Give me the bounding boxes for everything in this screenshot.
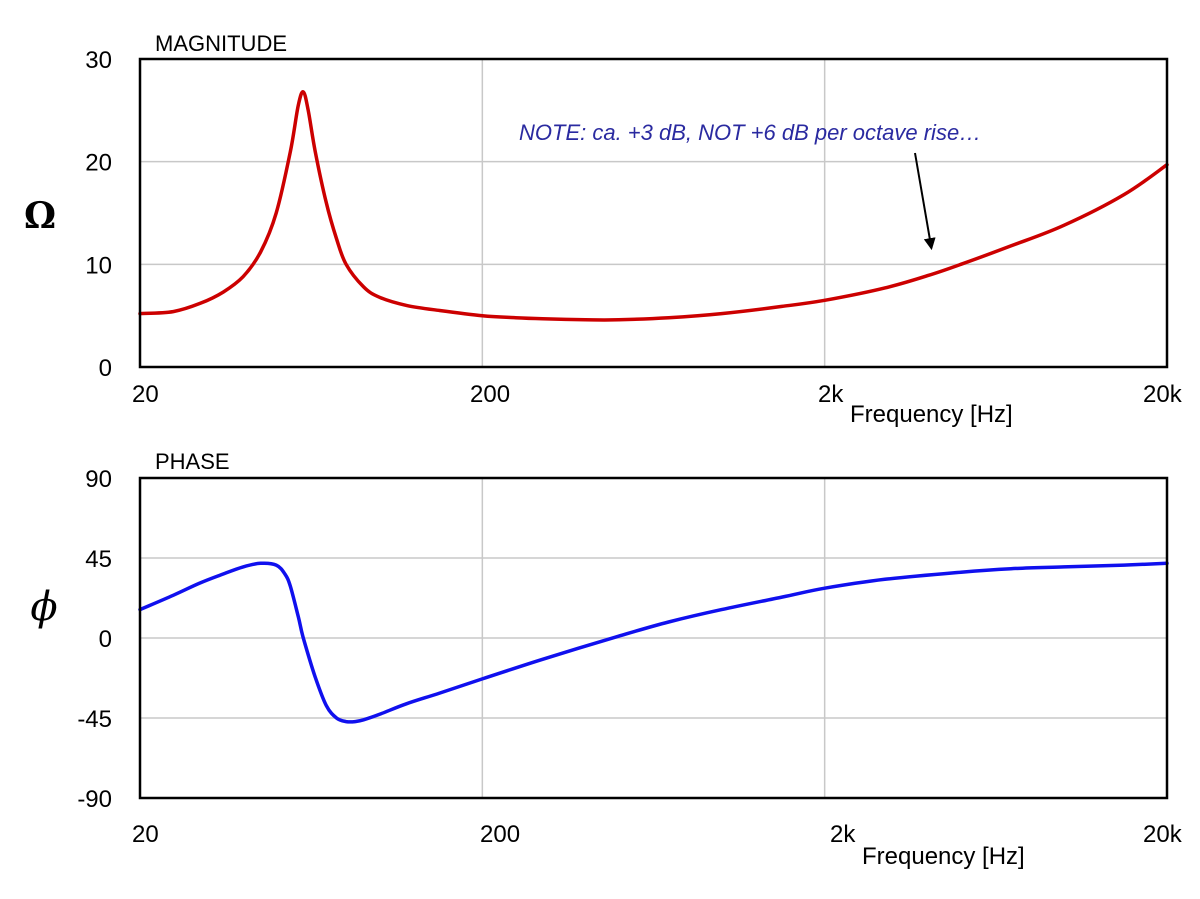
phase-ylabel: ϕ — [30, 584, 57, 630]
phase-title: PHASE — [155, 449, 230, 474]
magnitude-frame — [138, 57, 1169, 369]
phase-xtick-label: 20k — [1143, 821, 1183, 848]
phase-ytick-label: 0 — [99, 626, 112, 653]
phase-xtick-label: 20 — [132, 821, 159, 848]
phase-xtick-label: 200 — [480, 821, 520, 848]
magnitude-title: MAGNITUDE — [155, 31, 287, 56]
phase-ytick-label: -90 — [77, 786, 112, 813]
mag-xtick-label: 200 — [470, 381, 510, 408]
magnitude-note: NOTE: ca. +3 dB, NOT +6 dB per octave ri… — [519, 120, 981, 145]
phase-frame — [138, 476, 1169, 800]
magnitude-ylabel: Ω — [24, 195, 56, 237]
mag-ytick-label: 30 — [85, 47, 112, 74]
mag-xtick-label: 20k — [1143, 381, 1183, 408]
mag-xtick-label: 20 — [132, 381, 159, 408]
magnitude-note-arrow — [914, 152, 936, 251]
phase-ytick-label: 90 — [85, 466, 112, 493]
mag-xtick-label: 2k — [818, 381, 844, 408]
phase-grid — [140, 478, 1167, 798]
phase-series — [138, 561, 1169, 724]
phase-ytick-labels: -90 -45 0 45 90 — [77, 466, 112, 813]
phase-panel: PHASE -90 -45 0 45 90 20 200 2k 20k ϕ Frequency… — [30, 449, 1182, 870]
magnitude-panel: MAGNITUDE 0 10 20 30 20 200 2k 20k Ω Frequency… — [24, 31, 1183, 428]
phase-xtick-label: 2k — [830, 821, 856, 848]
magnitude-ytick-labels: 0 10 20 30 — [85, 47, 112, 382]
phase-xtick-labels: 20 200 2k 20k — [132, 821, 1183, 848]
mag-ytick-label: 10 — [85, 252, 112, 279]
magnitude-grid — [140, 59, 1167, 367]
mag-ytick-label: 20 — [85, 150, 112, 177]
phase-ytick-label: 45 — [85, 546, 112, 573]
phase-ytick-label: -45 — [77, 706, 112, 733]
mag-ytick-label: 0 — [99, 355, 112, 382]
magnitude-xlabel: Frequency [Hz] — [850, 401, 1013, 428]
magnitude-series — [138, 90, 1169, 322]
mag-series-line — [138, 90, 1169, 322]
phase-xlabel: Frequency [Hz] — [862, 843, 1025, 870]
magnitude-xtick-labels: 20 200 2k 20k — [132, 381, 1183, 408]
phase-series-line — [138, 561, 1169, 724]
